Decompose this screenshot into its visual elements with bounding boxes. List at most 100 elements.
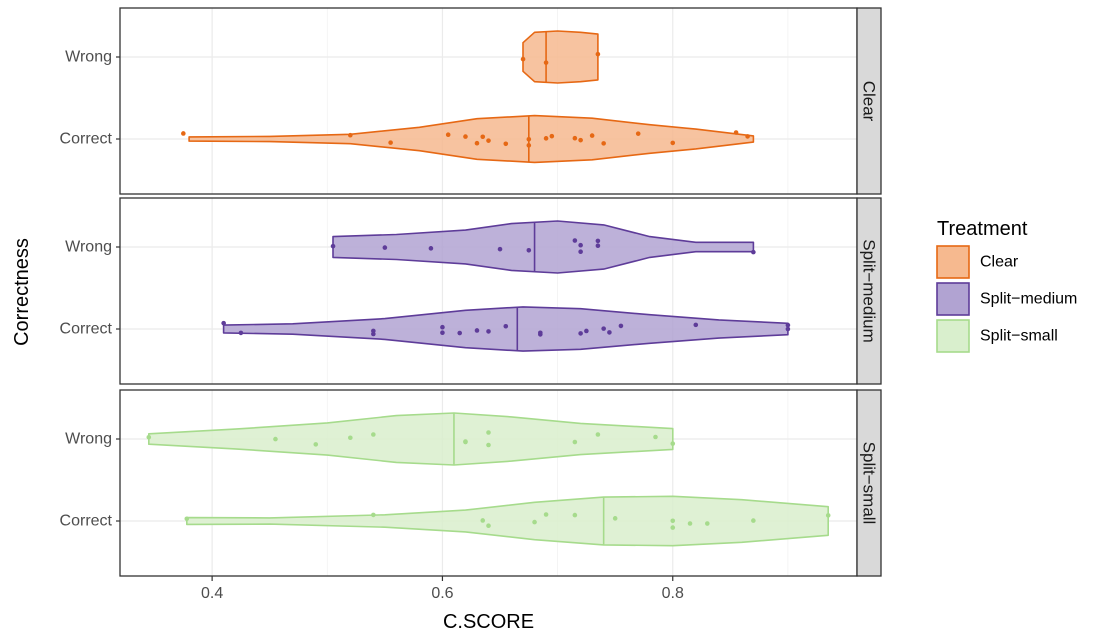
data-point — [572, 238, 578, 243]
data-point — [595, 243, 601, 249]
data-point — [428, 246, 434, 251]
y-tick-label: Wrong — [65, 239, 112, 256]
data-point — [181, 131, 186, 136]
data-point — [238, 330, 244, 336]
data-point — [751, 518, 756, 523]
violin — [148, 412, 674, 466]
data-point — [612, 516, 618, 521]
facet-strip — [856, 7, 882, 195]
data-point — [445, 132, 451, 138]
x-tick-label: 0.4 — [201, 585, 223, 602]
data-point — [538, 330, 543, 336]
violin — [522, 30, 599, 84]
data-point — [480, 134, 486, 140]
legend-key — [936, 282, 970, 316]
data-point — [549, 133, 555, 139]
data-point — [388, 140, 393, 145]
facet-strip — [856, 197, 882, 385]
data-point — [595, 51, 601, 57]
data-point — [480, 518, 486, 523]
data-point — [584, 328, 589, 334]
facet-panels: Clear Wrong Correct Split−medium Wrong Correc… — [60, 7, 882, 577]
data-point — [635, 131, 641, 136]
data-point — [526, 136, 532, 142]
data-point — [382, 245, 388, 250]
x-tick-label: 0.8 — [662, 585, 684, 602]
data-point — [486, 430, 491, 435]
legend-label: Clear — [980, 254, 1019, 271]
data-point — [503, 141, 509, 147]
data-point — [526, 247, 532, 253]
data-point — [745, 134, 750, 139]
legend-title: Treatment — [937, 218, 1028, 240]
data-point — [503, 323, 509, 329]
data-point — [670, 525, 676, 530]
data-point — [670, 518, 676, 524]
data-point — [146, 434, 152, 440]
legend-label: Split−medium — [980, 291, 1077, 308]
data-point — [785, 326, 791, 332]
data-point — [601, 141, 606, 146]
data-point — [330, 243, 336, 249]
data-point — [578, 137, 583, 143]
data-point — [474, 328, 480, 333]
facet-strip-label: Split−medium — [860, 239, 879, 342]
facet-strip-label: Clear — [860, 81, 879, 122]
data-point — [543, 60, 549, 65]
data-point — [825, 513, 831, 518]
data-point — [486, 442, 491, 448]
data-point — [273, 436, 278, 442]
data-point — [371, 432, 376, 437]
legend-key — [936, 319, 970, 353]
data-point — [572, 135, 578, 141]
violin — [188, 114, 755, 164]
data-point — [497, 246, 503, 252]
data-point — [543, 512, 549, 517]
data-point — [704, 521, 710, 526]
data-point — [457, 330, 463, 336]
data-point — [607, 330, 612, 335]
data-point — [463, 439, 468, 445]
data-point — [595, 238, 601, 244]
violin — [186, 495, 830, 547]
data-point — [520, 56, 526, 62]
data-point — [601, 326, 606, 331]
x-tick-label: 0.6 — [431, 585, 453, 602]
data-point — [486, 329, 491, 334]
data-point — [785, 322, 791, 328]
y-tick-label: Wrong — [65, 49, 112, 66]
y-tick-label: Correct — [60, 131, 113, 148]
data-point — [670, 441, 676, 446]
data-point — [440, 330, 445, 336]
data-point — [578, 242, 583, 248]
data-point — [348, 435, 353, 441]
data-point — [589, 133, 595, 138]
data-point — [221, 320, 226, 326]
legend-key — [936, 245, 970, 279]
data-point — [572, 512, 578, 518]
data-point — [578, 331, 583, 336]
y-tick-label: Correct — [60, 321, 113, 338]
facet-panel: Split−medium Wrong Correct — [60, 197, 882, 385]
x-axis-title: C.SCORE — [443, 611, 534, 633]
panel-background — [120, 8, 857, 194]
data-point — [693, 322, 699, 328]
legend-label: Split−small — [980, 328, 1058, 345]
legend: Treatment Clear Split−medium Split−small — [936, 218, 1077, 353]
data-point — [440, 324, 445, 330]
panel-background — [120, 198, 857, 384]
data-point — [751, 249, 756, 255]
data-point — [670, 140, 676, 146]
data-point — [733, 130, 739, 135]
data-point — [578, 249, 583, 255]
facet-strip — [856, 389, 882, 577]
x-axis: 0.4 0.6 0.8 — [201, 576, 684, 602]
data-point — [486, 138, 491, 143]
violin — [222, 306, 789, 352]
data-point — [463, 134, 468, 139]
data-point — [618, 323, 624, 329]
y-tick-label: Correct — [60, 513, 113, 530]
data-point — [474, 140, 480, 146]
facet-panel: Split−small Wrong Correct — [60, 389, 882, 577]
